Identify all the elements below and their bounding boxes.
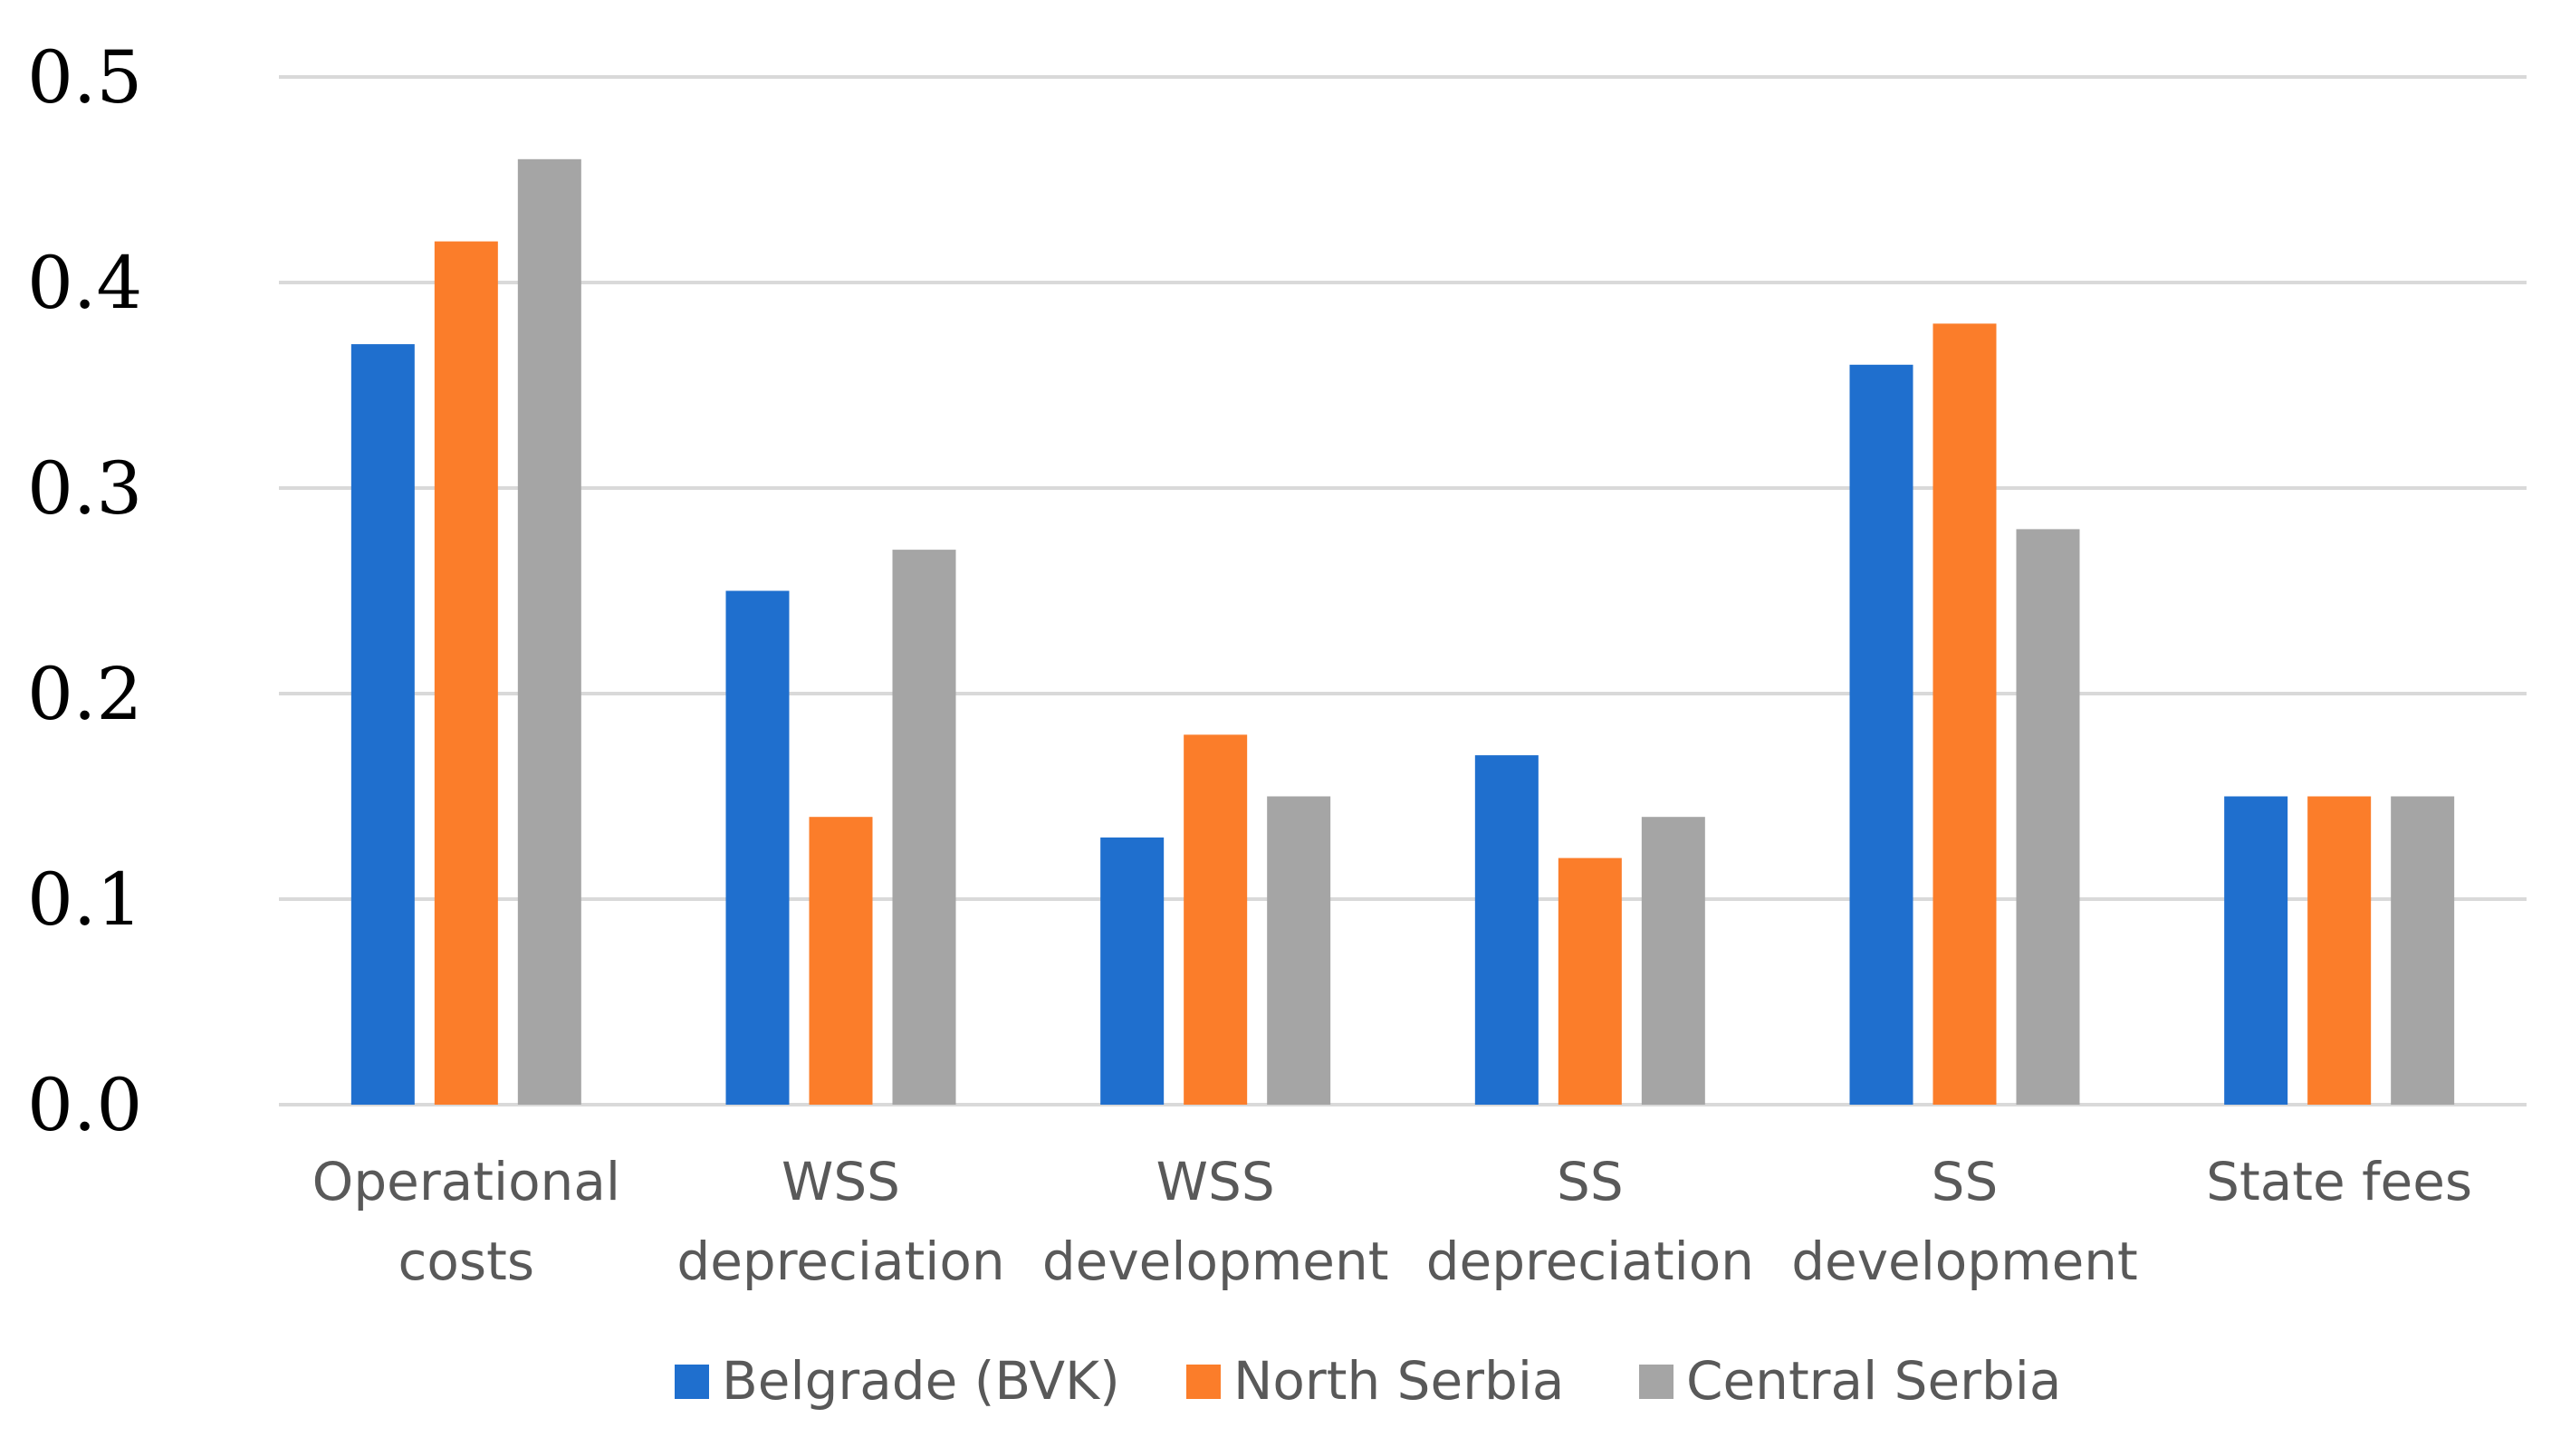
bar-north-serbia-0 (434, 241, 498, 1106)
x-tick-label: SS (1557, 1151, 1624, 1212)
bar-central-serbia-5 (2391, 796, 2455, 1105)
y-tick-label: 0.4 (27, 241, 142, 325)
y-tick-label: 0.1 (27, 857, 142, 942)
x-tick-label: State fees (2206, 1151, 2472, 1212)
bar-central-serbia-4 (2016, 529, 2080, 1105)
legend-label: Belgrade (BVK) (722, 1350, 1120, 1412)
bar-belgrade-bvk-5 (2224, 796, 2288, 1105)
x-tick-label: SS (1932, 1151, 1999, 1212)
x-tick-label: WSS (1156, 1151, 1275, 1212)
bar-belgrade-bvk-2 (1100, 837, 1165, 1105)
legend-swatch (1186, 1365, 1221, 1399)
y-axis-ticks: 0.0 0.1 0.2 0.3 0.4 0.5 (27, 35, 142, 1147)
x-tick-label: development (1791, 1231, 2138, 1292)
x-tick-label: depreciation (676, 1231, 1004, 1292)
x-tick-label: Operational (312, 1151, 620, 1212)
bar-north-serbia-5 (2307, 796, 2372, 1105)
bar-central-serbia-1 (892, 550, 956, 1105)
y-tick-label: 0.0 (27, 1063, 142, 1147)
legend-swatch (1639, 1365, 1673, 1399)
legend: Belgrade (BVK) North Serbia Central Serbia (675, 1350, 2061, 1412)
bar-belgrade-bvk-1 (725, 590, 790, 1105)
bar-belgrade-bvk-4 (1849, 364, 1913, 1105)
grid-lines (279, 75, 2527, 1106)
bar-central-serbia-2 (1267, 796, 1331, 1105)
bar-north-serbia-1 (809, 817, 873, 1105)
x-tick-label: costs (398, 1231, 535, 1292)
legend-label: North Serbia (1233, 1350, 1564, 1412)
legend-label: Central Serbia (1686, 1350, 2061, 1412)
y-tick-label: 0.3 (27, 446, 142, 531)
bar-north-serbia-3 (1558, 857, 1622, 1105)
x-axis-ticks: Operational costs WSS depreciation WSS develo… (312, 1151, 2472, 1292)
bar-central-serbia-3 (1641, 817, 1705, 1105)
bar-belgrade-bvk-0 (350, 344, 415, 1106)
bars (350, 158, 2455, 1106)
x-tick-label: development (1042, 1231, 1389, 1292)
y-tick-label: 0.5 (27, 35, 142, 120)
x-tick-label: depreciation (1426, 1231, 1754, 1292)
x-tick-label: WSS (782, 1151, 900, 1212)
bar-north-serbia-2 (1184, 734, 1248, 1105)
legend-swatch (675, 1365, 709, 1399)
bar-central-serbia-0 (517, 158, 581, 1105)
bar-north-serbia-4 (1932, 323, 1997, 1105)
bar-belgrade-bvk-3 (1474, 755, 1539, 1105)
y-tick-label: 0.2 (27, 652, 142, 736)
